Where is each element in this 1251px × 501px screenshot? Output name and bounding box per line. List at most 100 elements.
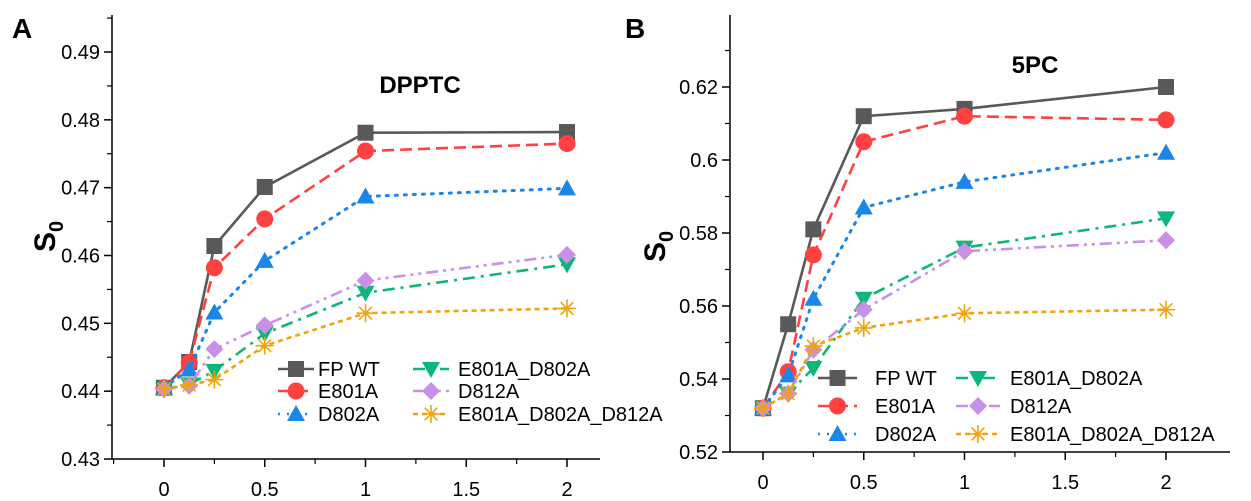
series-e801a-d802a-d812a <box>155 299 576 399</box>
y-tick-label: 0.54 <box>679 369 718 391</box>
data-point <box>854 198 873 215</box>
data-point <box>558 135 576 153</box>
asterisk-stroke <box>182 378 197 392</box>
legend-label: FP WT <box>875 368 937 390</box>
y-axis-label-main: S <box>29 232 62 252</box>
data-point <box>558 299 576 318</box>
data-point <box>754 399 772 418</box>
legend-item: E801A_D802A <box>956 368 1143 390</box>
series-e801a <box>155 135 576 397</box>
asterisk-stroke <box>1159 302 1173 317</box>
y-tick-label: 0.56 <box>679 296 718 318</box>
data-point <box>804 361 823 378</box>
data-point <box>255 316 274 335</box>
legend-asterisk-icon <box>422 405 440 423</box>
asterisk-stroke <box>806 339 821 354</box>
data-point <box>854 318 873 337</box>
legend-label: E801A_D802A <box>458 359 591 381</box>
y-tick-label: 0.52 <box>679 442 718 464</box>
legend-item: FP WT <box>818 368 937 390</box>
series-line <box>163 253 568 391</box>
data-point <box>779 366 798 383</box>
data-point <box>804 289 823 306</box>
legend-item: D802A <box>278 404 380 426</box>
data-point <box>155 380 173 399</box>
legend-item: E801A_D802A_D812A <box>956 424 1215 446</box>
legend-label: D802A <box>318 404 380 426</box>
y-tick-label: 0.49 <box>61 42 100 64</box>
legend-triangle-down-icon <box>422 362 440 378</box>
data-point <box>356 304 375 323</box>
legend-diamond-icon <box>422 382 440 400</box>
x-tick-label: 0 <box>158 479 169 501</box>
legend-diamond-icon <box>969 397 987 415</box>
legend-item: D812A <box>413 381 520 403</box>
series-line <box>163 130 568 389</box>
data-point <box>1158 79 1174 95</box>
data-point <box>805 221 822 238</box>
y-tick-label: 0.58 <box>679 223 718 245</box>
data-point <box>558 245 576 264</box>
data-point <box>205 340 224 359</box>
data-point <box>1157 231 1175 250</box>
data-point <box>255 326 274 343</box>
data-point <box>206 238 223 255</box>
legend-triangle-up-icon <box>287 405 305 421</box>
legend-triangle-down-icon <box>969 371 987 387</box>
series-line <box>761 85 1167 409</box>
legend-label: E801A_D802A_D812A <box>458 404 663 426</box>
data-point <box>955 172 974 189</box>
data-point <box>854 291 873 308</box>
legend-item: E801A <box>278 381 379 403</box>
legend-label: E801A <box>318 381 379 403</box>
data-point <box>1157 111 1175 129</box>
asterisk-stroke <box>856 320 871 335</box>
y-axis-label-subscript: 0 <box>46 221 68 232</box>
x-tick-label: 2 <box>1160 472 1171 494</box>
panel-label: B <box>625 13 645 44</box>
data-point <box>780 316 797 333</box>
x-tick-label: 0.5 <box>850 472 878 494</box>
series-d802a <box>754 143 1175 416</box>
legend-triangle-up-icon <box>828 425 847 441</box>
legend-label: FP WT <box>318 359 380 381</box>
data-point <box>255 251 274 268</box>
data-point <box>955 304 974 323</box>
y-tick-label: 0.46 <box>61 246 100 268</box>
panel-label: A <box>12 13 32 44</box>
legend-item: D802A <box>818 424 937 446</box>
data-point <box>955 242 974 261</box>
series-line <box>761 114 1167 409</box>
data-point <box>255 336 274 355</box>
y-axis-label-subscript: 0 <box>656 231 678 242</box>
legend-item: FP WT <box>278 359 380 381</box>
asterisk-stroke <box>971 427 985 441</box>
data-point <box>855 133 873 151</box>
panel-a: 0.43 0.44 0.45 0.46 0.47 0.48 0.49 0 0.5 1 1.5 2 A DP… <box>12 13 663 501</box>
legend-square-icon <box>288 361 304 377</box>
asterisk-stroke <box>358 306 373 321</box>
data-point <box>854 300 873 319</box>
y-tick-label: 0.48 <box>61 110 100 132</box>
y-tick-label: 0.62 <box>679 77 718 99</box>
x-tick-label: 1.5 <box>1051 472 1079 494</box>
y-tick-label: 0.6 <box>690 150 718 172</box>
series-line <box>762 308 1167 410</box>
asterisk-stroke <box>424 407 438 421</box>
legend-label: E801A_D802A_D812A <box>1010 424 1215 446</box>
asterisk-stroke <box>781 386 796 401</box>
x-tick-label: 1.5 <box>452 479 480 501</box>
y-tick-label: 0.47 <box>61 178 100 200</box>
data-point <box>1157 300 1175 319</box>
legend-label: D812A <box>1010 396 1072 418</box>
data-point <box>256 210 274 228</box>
legend-item: D812A <box>956 396 1072 418</box>
asterisk-stroke <box>957 306 972 321</box>
legend-square-icon <box>829 370 846 386</box>
series-line <box>762 217 1167 410</box>
series-fp-wt <box>156 124 575 396</box>
y-axis-label-main: S <box>639 242 672 262</box>
legend-label: D802A <box>875 424 937 446</box>
